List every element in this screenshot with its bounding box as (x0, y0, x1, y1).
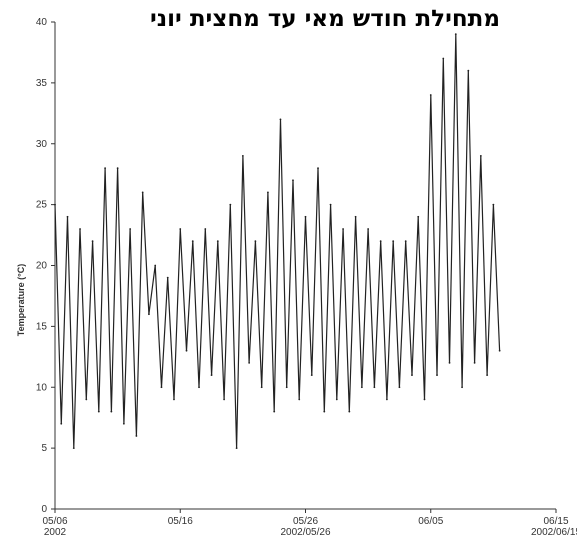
data-point (154, 264, 157, 267)
data-point (79, 228, 81, 230)
data-point (273, 410, 276, 413)
data-point (160, 386, 163, 389)
y-tick-label: 35 (36, 78, 48, 89)
data-point (304, 215, 307, 218)
data-point (379, 240, 382, 243)
data-point (110, 410, 113, 413)
data-point (260, 386, 263, 389)
data-point (298, 398, 301, 401)
data-point (135, 435, 138, 437)
data-point (166, 276, 169, 279)
data-point (354, 215, 357, 218)
data-point (335, 398, 338, 401)
data-point (442, 57, 445, 60)
data-point (66, 215, 69, 218)
data-point (317, 167, 319, 170)
data-point (210, 374, 213, 376)
data-point (179, 228, 182, 230)
data-point (216, 240, 219, 243)
data-point (292, 179, 294, 182)
data-point (204, 228, 207, 230)
data-point (342, 228, 344, 230)
data-point (191, 240, 194, 243)
data-point (122, 422, 125, 425)
y-tick-label: 30 (36, 139, 48, 150)
data-point (54, 203, 56, 206)
x-tick-label: 06/15 (543, 516, 568, 527)
data-point (72, 447, 75, 450)
data-point (498, 349, 501, 352)
x-tick-label: 05/26 (293, 516, 318, 527)
x-tick-sublabel: 2002 (44, 527, 67, 538)
data-point (254, 240, 257, 243)
data-point (329, 203, 332, 206)
y-tick-label: 5 (41, 443, 47, 454)
data-point (97, 410, 100, 413)
y-tick-label: 0 (41, 504, 47, 515)
series-group (54, 33, 501, 450)
data-point (310, 374, 313, 376)
data-point (473, 362, 476, 364)
data-point (148, 313, 150, 316)
data-point (467, 69, 470, 72)
data-point (60, 422, 63, 425)
y-axis-ticks: 0 5 10 15 20 25 30 35 40 (36, 17, 55, 515)
data-point (461, 386, 463, 389)
x-tick-sublabel: 2002/06/15 (531, 527, 577, 538)
y-tick-label: 20 (36, 261, 48, 272)
data-point (116, 167, 119, 170)
x-tick-label: 06/05 (418, 516, 443, 527)
data-point (448, 362, 451, 364)
y-tick-label: 15 (36, 321, 48, 332)
data-point (104, 167, 106, 170)
temperature-series-line (54, 33, 501, 449)
data-point (386, 398, 388, 401)
data-point (223, 398, 225, 401)
data-point (285, 386, 288, 389)
x-tick-label: 05/16 (168, 516, 193, 527)
data-point (404, 240, 407, 243)
chart-title: מתחילת חודש מאי עד מחצית יוני (149, 6, 501, 32)
data-point (267, 191, 269, 194)
data-point (411, 374, 413, 376)
data-point (248, 362, 251, 364)
data-point (454, 33, 457, 36)
data-point (360, 386, 363, 389)
data-point (235, 447, 238, 450)
data-point (141, 191, 144, 194)
data-point (348, 410, 351, 413)
x-tick-label: 05/06 (42, 516, 67, 527)
data-point (129, 228, 132, 230)
data-point (492, 203, 495, 206)
data-point (423, 398, 426, 401)
data-point (392, 240, 395, 243)
y-tick-label: 25 (36, 200, 48, 211)
data-point (241, 155, 244, 157)
data-point (198, 386, 200, 389)
data-point (479, 155, 482, 157)
data-point (173, 398, 175, 401)
data-point (417, 215, 420, 218)
data-point (323, 410, 326, 413)
data-point (429, 94, 432, 96)
data-point (373, 386, 376, 389)
y-tick-label: 10 (36, 382, 48, 393)
x-tick-sublabel: 2002/05/26 (280, 527, 330, 538)
data-point (486, 374, 489, 376)
data-point (229, 203, 232, 206)
data-point (279, 118, 282, 121)
data-point (398, 386, 401, 389)
y-tick-label: 40 (36, 17, 48, 28)
data-point (185, 349, 188, 352)
data-point (436, 374, 438, 376)
y-axis-label: Temperature (°C) (16, 264, 26, 336)
data-point (367, 228, 370, 230)
data-point (91, 240, 94, 243)
data-point (85, 398, 88, 401)
axes (54, 22, 556, 510)
